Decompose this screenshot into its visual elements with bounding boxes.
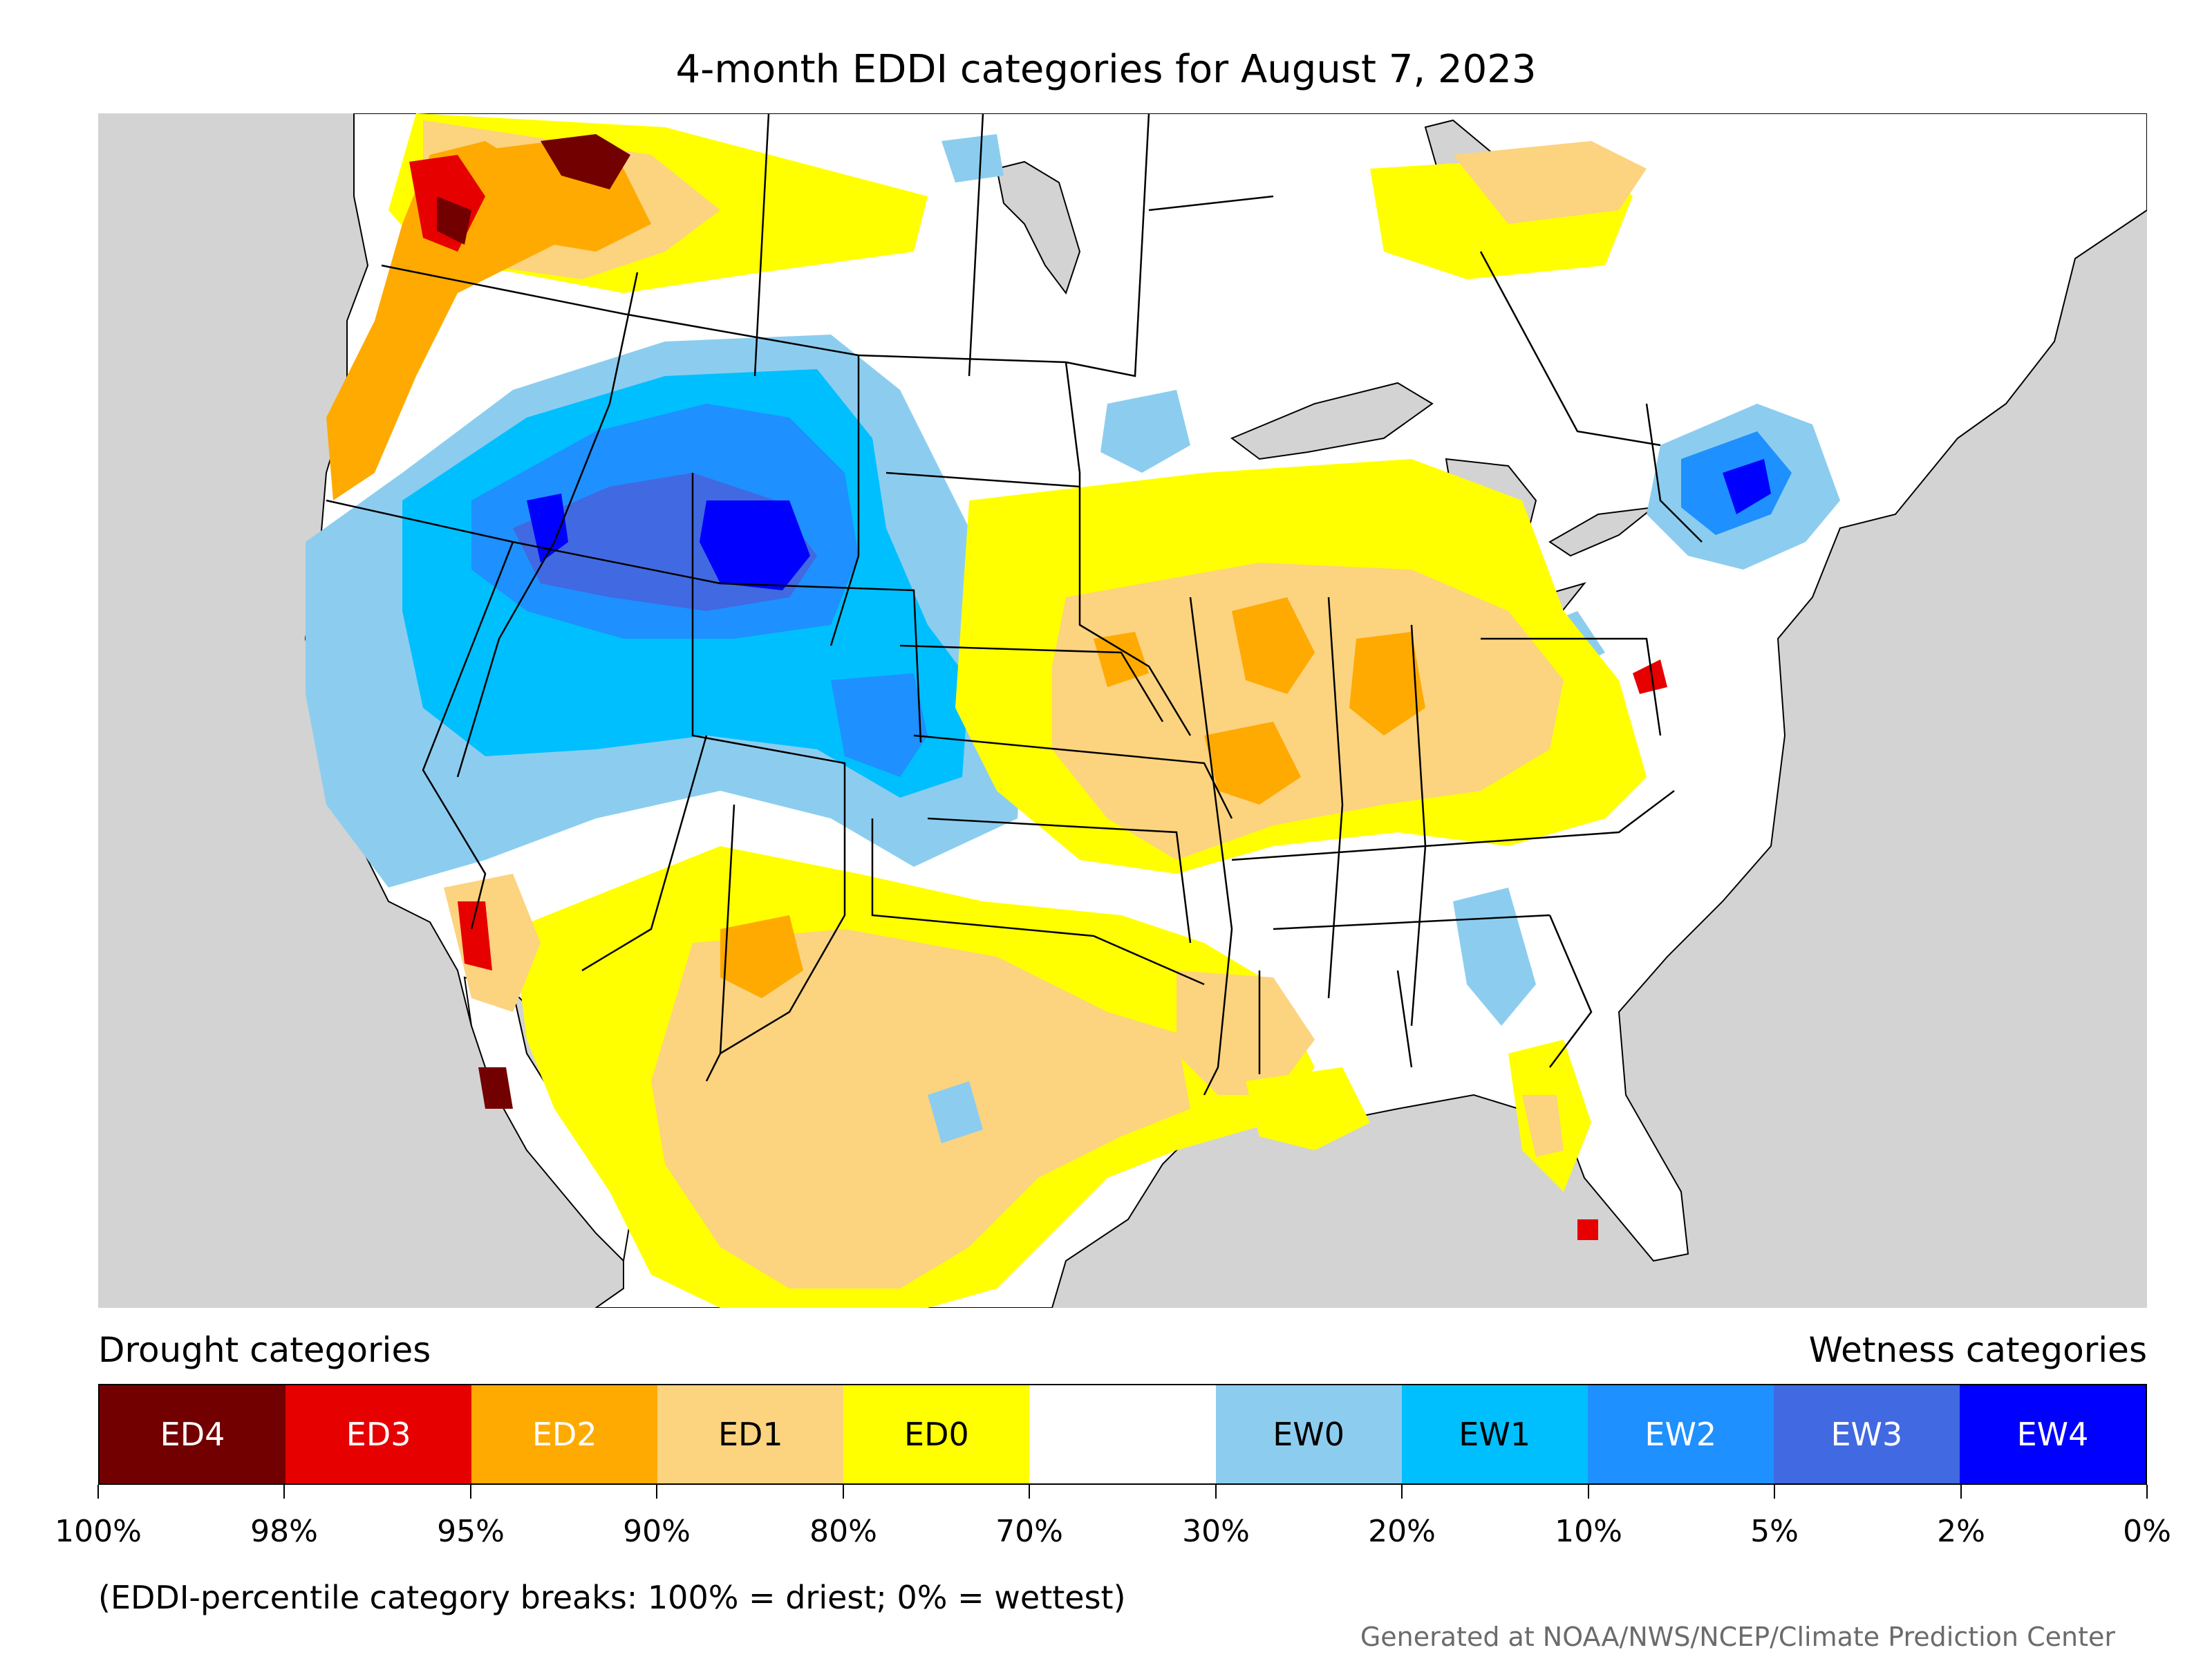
colorbar-cell-ed0: ED0	[843, 1385, 1030, 1483]
colorbar-cell-ed2: ED2	[471, 1385, 658, 1483]
category-patches	[306, 113, 1840, 1308]
colorbar-tick	[1401, 1485, 1403, 1499]
colorbar-cell-ew4: EW4	[1959, 1385, 2146, 1483]
colorbar-ticks: 100% 98% 95% 90% 80% 70% 30% 20% 10% 5% 2% 0%	[55, 1485, 2171, 1549]
lake-winnipeg	[995, 160, 1081, 295]
colorbar-tick-label: 2%	[1937, 1514, 1985, 1549]
colorbar-tick-label: 90%	[623, 1514, 691, 1549]
colorbar-tick	[1588, 1485, 1589, 1499]
colorbar-tick	[1215, 1485, 1217, 1499]
colorbar-tick-label: 20%	[1368, 1514, 1436, 1549]
colorbar-cell-ew1: EW1	[1401, 1385, 1588, 1483]
colorbar-tick	[1960, 1485, 1962, 1499]
colorbar-cell-ed4: ED4	[100, 1385, 286, 1483]
colorbar-cell-ed3: ED3	[285, 1385, 472, 1483]
colorbar-tick	[2146, 1485, 2148, 1499]
colorbar-tick-label: 30%	[1182, 1514, 1250, 1549]
colorbar-tick-label: 98%	[250, 1514, 318, 1549]
percentile-footnote: (EDDI-percentile category breaks: 100% =…	[98, 1579, 1126, 1616]
colorbar-tick-label: 70%	[995, 1514, 1063, 1549]
colorbar-tick-label: 0%	[2123, 1514, 2171, 1549]
category-colorbar: ED4 ED3 ED2 ED1 ED0 EW0 EW1 EW2 EW3 EW4	[98, 1384, 2147, 1485]
eddi-map	[98, 113, 2147, 1308]
colorbar-tick-label: 80%	[809, 1514, 877, 1549]
colorbar-tick-label: 5%	[1750, 1514, 1799, 1549]
colorbar-cell-none	[1029, 1385, 1216, 1483]
map-title: 4-month EDDI categories for August 7, 20…	[675, 47, 1537, 92]
state-boundaries	[326, 113, 1703, 1096]
colorbar-tick	[283, 1485, 285, 1499]
colorbar-cell-ew2: EW2	[1587, 1385, 1774, 1483]
colorbar-tick	[470, 1485, 471, 1499]
colorbar-cell-ew0: EW0	[1215, 1385, 1402, 1483]
colorbar-tick-label: 10%	[1555, 1514, 1622, 1549]
colorbar-tick-label: 100%	[55, 1514, 142, 1549]
colorbar-tick	[656, 1485, 657, 1499]
colorbar-cell-ew3: EW3	[1773, 1385, 1960, 1483]
credit-text: Generated at NOAA/NWS/NCEP/Climate Predi…	[1360, 1622, 2115, 1652]
colorbar-tick	[843, 1485, 844, 1499]
colorbar-tick	[1774, 1485, 1775, 1499]
colorbar-tick	[1029, 1485, 1030, 1499]
colorbar-tick-label: 95%	[437, 1514, 505, 1549]
colorbar-cell-ed1: ED1	[657, 1385, 844, 1483]
colorbar-tick	[97, 1485, 99, 1499]
wetness-categories-heading: Wetness categories	[1808, 1330, 2147, 1370]
drought-categories-heading: Drought categories	[98, 1330, 431, 1370]
